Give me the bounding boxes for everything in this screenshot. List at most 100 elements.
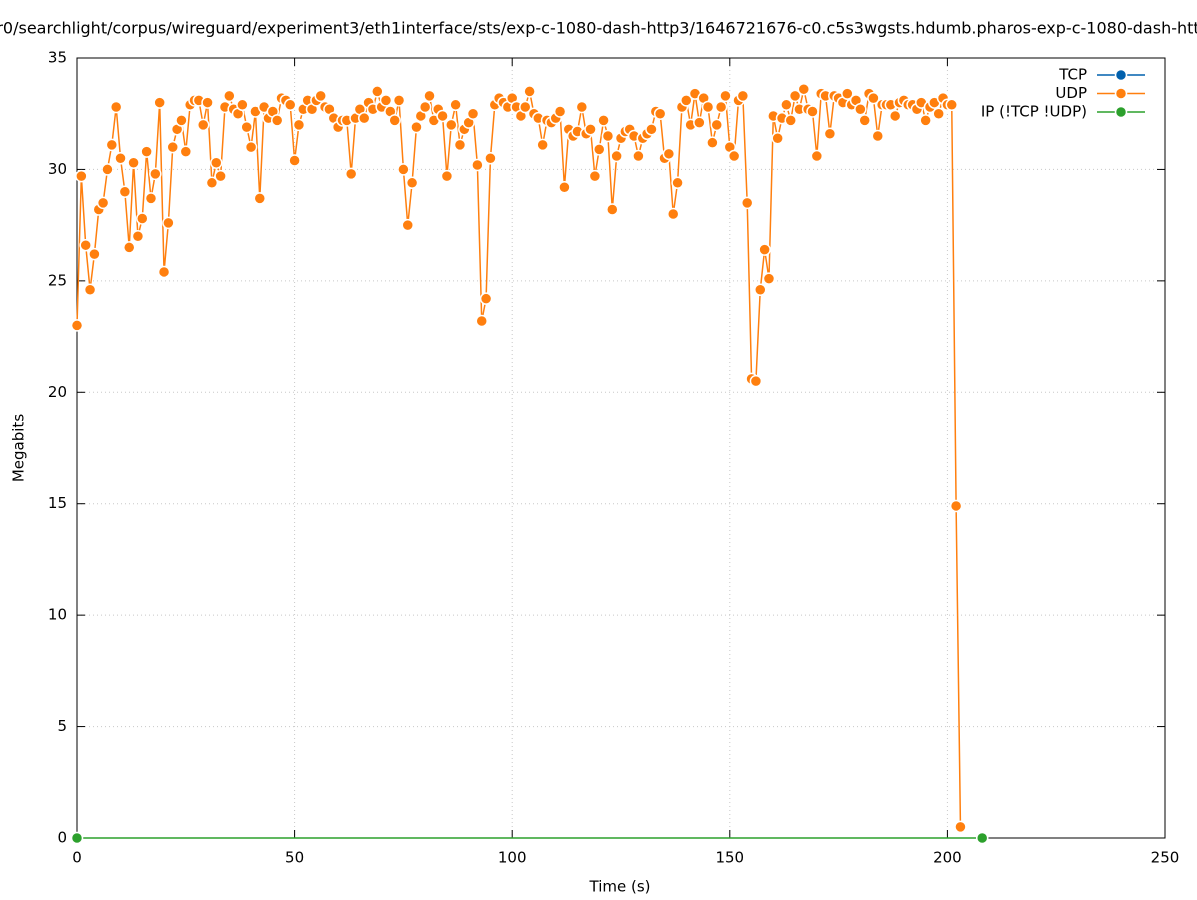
data-point bbox=[854, 103, 867, 116]
data-point bbox=[645, 123, 658, 136]
data-point bbox=[270, 114, 284, 127]
data-point bbox=[954, 820, 967, 834]
data-point bbox=[736, 89, 750, 103]
data-point bbox=[471, 158, 484, 172]
data-point bbox=[466, 107, 480, 120]
data-point bbox=[841, 87, 854, 100]
data-point bbox=[88, 247, 101, 261]
data-point bbox=[867, 91, 880, 105]
data-point bbox=[179, 145, 193, 158]
data-point bbox=[710, 118, 723, 132]
data-point bbox=[70, 831, 84, 845]
data-point bbox=[157, 265, 171, 279]
data-point bbox=[214, 169, 227, 183]
data-point bbox=[101, 163, 114, 176]
data-point bbox=[588, 169, 602, 183]
data-point bbox=[780, 98, 793, 112]
data-point bbox=[871, 129, 885, 143]
data-point bbox=[975, 831, 989, 845]
data-point bbox=[888, 109, 902, 123]
data-point bbox=[210, 156, 223, 169]
legend-label: TCP bbox=[1058, 66, 1087, 84]
data-point bbox=[693, 116, 706, 129]
y-tick-label: 25 bbox=[48, 271, 67, 289]
data-point bbox=[244, 140, 258, 154]
data-point bbox=[344, 167, 358, 181]
data-point bbox=[96, 196, 110, 210]
data-point bbox=[662, 147, 676, 161]
data-point bbox=[70, 319, 84, 332]
data-point bbox=[196, 118, 210, 132]
data-point bbox=[666, 207, 680, 221]
data-point bbox=[606, 203, 619, 216]
x-tick-label: 250 bbox=[1151, 849, 1180, 867]
legend-marker bbox=[1114, 105, 1128, 119]
data-point bbox=[418, 100, 432, 114]
data-point bbox=[701, 100, 715, 114]
data-point bbox=[405, 176, 419, 190]
data-point bbox=[932, 107, 945, 120]
data-point bbox=[140, 145, 153, 158]
data-point bbox=[719, 89, 732, 103]
data-point bbox=[788, 89, 802, 103]
data-point bbox=[388, 114, 401, 127]
data-point bbox=[740, 196, 754, 210]
data-point bbox=[114, 152, 127, 165]
data-point bbox=[945, 98, 959, 112]
data-point bbox=[175, 114, 188, 127]
data-point bbox=[810, 149, 824, 163]
data-point bbox=[806, 105, 819, 118]
data-point bbox=[762, 272, 776, 285]
y-tick-label: 30 bbox=[48, 160, 67, 178]
data-point bbox=[714, 100, 728, 114]
y-tick-label: 10 bbox=[48, 606, 67, 624]
data-point bbox=[283, 98, 297, 112]
data-point bbox=[558, 181, 571, 194]
data-point bbox=[440, 169, 454, 183]
data-point bbox=[292, 118, 306, 132]
data-point bbox=[727, 149, 741, 163]
data-point bbox=[484, 152, 497, 165]
legend-label: UDP bbox=[1055, 84, 1087, 102]
data-point bbox=[131, 230, 145, 243]
data-point bbox=[236, 98, 249, 112]
data-point bbox=[75, 169, 88, 183]
y-tick-label: 15 bbox=[48, 494, 67, 512]
data-point bbox=[784, 114, 797, 127]
data-point bbox=[105, 138, 119, 152]
data-point bbox=[397, 163, 410, 176]
legend-marker bbox=[1114, 68, 1128, 82]
x-tick-label: 0 bbox=[72, 849, 82, 867]
data-point bbox=[680, 94, 693, 107]
data-point bbox=[109, 100, 123, 114]
data-point bbox=[536, 138, 549, 152]
data-point bbox=[523, 85, 536, 98]
data-point bbox=[797, 82, 811, 96]
data-point bbox=[671, 176, 684, 190]
y-tick-label: 5 bbox=[57, 717, 67, 735]
legend-label: IP (!TCP !UDP) bbox=[981, 103, 1087, 121]
data-point bbox=[410, 120, 423, 134]
data-point bbox=[166, 140, 179, 154]
y-axis-label: Megabits bbox=[10, 414, 28, 482]
data-point bbox=[162, 216, 175, 230]
legend-marker bbox=[1114, 87, 1128, 100]
data-point bbox=[436, 109, 449, 123]
data-point bbox=[118, 185, 132, 198]
data-point bbox=[919, 114, 932, 127]
data-point bbox=[949, 499, 963, 513]
data-point bbox=[706, 136, 719, 149]
data-point bbox=[553, 105, 567, 118]
y-tick-label: 20 bbox=[48, 383, 67, 401]
data-point bbox=[240, 120, 253, 134]
data-point bbox=[475, 314, 488, 328]
data-point bbox=[449, 98, 462, 112]
data-point bbox=[584, 123, 597, 136]
x-tick-label: 150 bbox=[715, 849, 744, 867]
data-point bbox=[288, 154, 301, 167]
data-point bbox=[122, 241, 136, 254]
data-point bbox=[253, 192, 267, 205]
data-point bbox=[401, 218, 415, 232]
data-point bbox=[83, 283, 97, 297]
